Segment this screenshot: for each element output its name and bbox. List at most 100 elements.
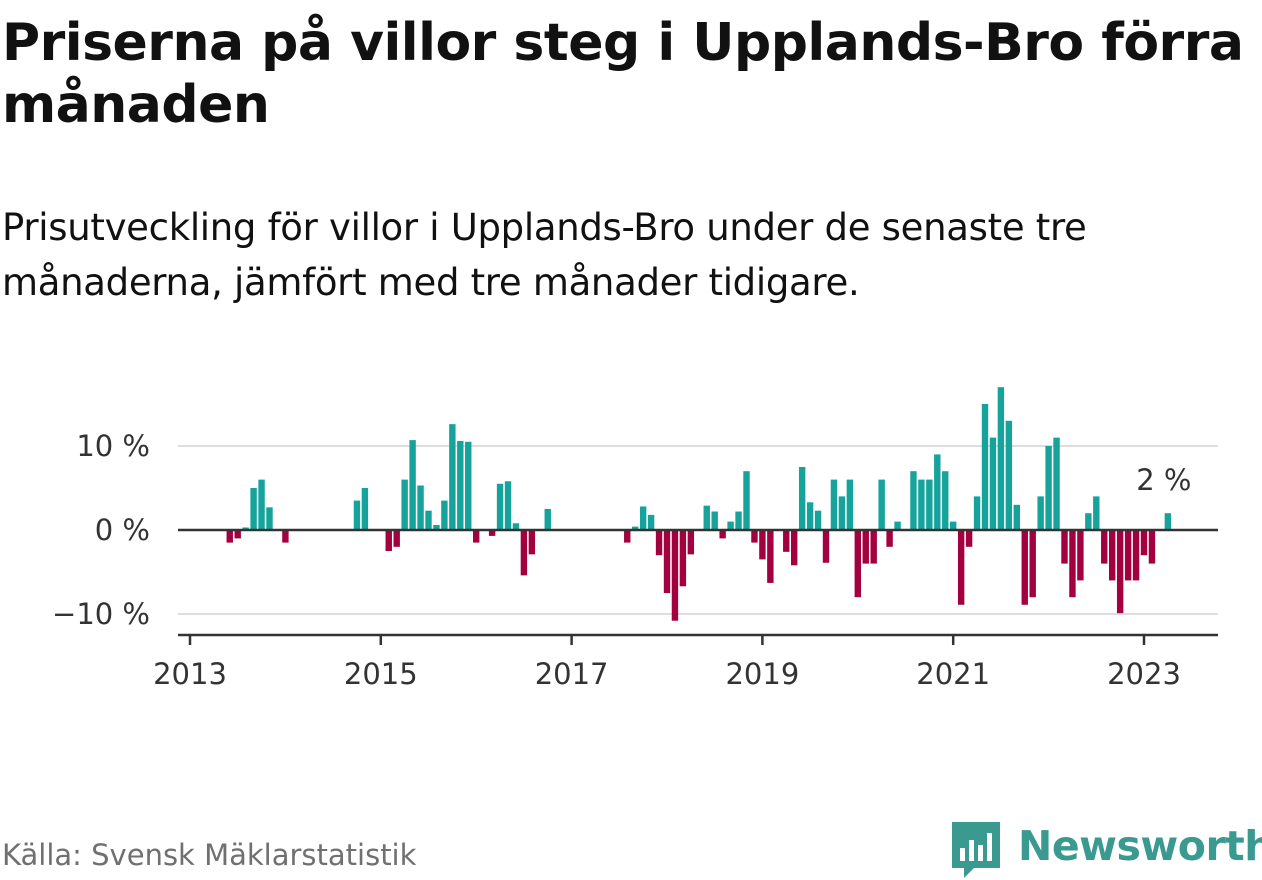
bar[interactable] [759, 530, 766, 560]
bar[interactable] [934, 454, 941, 530]
bar[interactable] [457, 440, 464, 530]
bar[interactable] [401, 479, 408, 530]
bar[interactable] [973, 496, 981, 530]
bar[interactable] [624, 530, 631, 543]
bar[interactable] [1085, 513, 1092, 530]
chart-title: Priserna på villor steg i Upplands-Bro f… [2, 13, 1244, 135]
bar[interactable] [1148, 530, 1156, 564]
bar[interactable] [1069, 530, 1076, 598]
bar[interactable] [449, 424, 456, 530]
bar[interactable] [266, 507, 273, 530]
bar[interactable] [417, 485, 424, 530]
bar[interactable] [854, 530, 861, 598]
bar[interactable] [465, 441, 472, 530]
bar[interactable] [814, 510, 822, 530]
bar[interactable] [830, 479, 838, 530]
bar[interactable] [1021, 530, 1028, 605]
bar[interactable] [965, 530, 973, 547]
bar[interactable] [997, 387, 1005, 530]
bar[interactable] [647, 514, 655, 530]
bar[interactable] [282, 530, 289, 543]
bar[interactable] [496, 483, 504, 530]
bar[interactable] [1109, 530, 1116, 581]
newsworthy-logo-icon [952, 822, 1000, 878]
bar[interactable] [679, 530, 687, 587]
bar[interactable] [957, 530, 965, 605]
x-tick-label: 2019 [725, 657, 799, 691]
bar[interactable] [250, 488, 257, 530]
bar[interactable] [1077, 530, 1084, 581]
bar[interactable] [894, 521, 901, 530]
bar[interactable] [520, 530, 528, 576]
bar[interactable] [1132, 530, 1140, 581]
bar[interactable] [512, 523, 520, 530]
bar[interactable] [846, 479, 854, 530]
bar[interactable] [639, 506, 647, 530]
bar[interactable] [1005, 420, 1013, 530]
bar[interactable] [751, 530, 758, 543]
bar[interactable] [544, 509, 551, 530]
bar[interactable] [361, 488, 369, 530]
bar[interactable] [663, 530, 671, 593]
bar[interactable] [910, 471, 917, 530]
bar[interactable] [942, 471, 949, 530]
bar[interactable] [1037, 496, 1044, 530]
bar[interactable] [385, 530, 392, 551]
bar[interactable] [655, 530, 663, 556]
bar[interactable] [822, 530, 830, 563]
newsworthy-brand[interactable]: Newsworthy [950, 818, 1262, 878]
bar[interactable] [1164, 513, 1172, 530]
bar[interactable] [242, 527, 249, 530]
bar[interactable] [1053, 437, 1060, 530]
bar[interactable] [886, 530, 893, 547]
bar[interactable] [918, 479, 925, 530]
bar[interactable] [1093, 496, 1100, 530]
bar[interactable] [1045, 446, 1052, 530]
bar[interactable] [727, 521, 734, 530]
bar[interactable] [1029, 530, 1036, 598]
bar[interactable] [473, 530, 480, 543]
bars [226, 387, 1172, 621]
bar[interactable] [703, 505, 710, 530]
bar[interactable] [989, 437, 997, 530]
bar[interactable] [1116, 530, 1124, 614]
bar[interactable] [393, 530, 400, 547]
bar[interactable] [783, 530, 790, 552]
bar[interactable] [632, 526, 639, 530]
bar[interactable] [687, 530, 695, 555]
bar[interactable] [878, 479, 885, 530]
bar[interactable] [950, 521, 957, 530]
bar[interactable] [735, 511, 742, 530]
bar[interactable] [767, 530, 774, 583]
bar[interactable] [806, 502, 814, 530]
bar[interactable] [862, 530, 869, 564]
bar[interactable] [234, 530, 241, 539]
bar[interactable] [353, 500, 361, 530]
bar[interactable] [504, 481, 512, 530]
bar[interactable] [226, 530, 233, 543]
bar[interactable] [711, 511, 718, 530]
bar[interactable] [743, 471, 750, 530]
bar[interactable] [441, 500, 448, 530]
bar[interactable] [791, 530, 798, 566]
bar[interactable] [488, 530, 496, 536]
bar[interactable] [926, 479, 933, 530]
bar[interactable] [838, 496, 846, 530]
bar[interactable] [719, 530, 726, 539]
bar[interactable] [798, 467, 806, 530]
bar[interactable] [671, 530, 679, 621]
bar[interactable] [1101, 530, 1108, 564]
bar[interactable] [425, 510, 432, 530]
bar[interactable] [981, 404, 989, 530]
bar[interactable] [870, 530, 877, 564]
bar[interactable] [1061, 530, 1068, 564]
bar[interactable] [409, 440, 416, 530]
bar[interactable] [1124, 530, 1132, 581]
source-note: Källa: Svensk Mäklarstatistik [2, 838, 417, 872]
bar[interactable] [1140, 530, 1148, 556]
bar[interactable] [528, 530, 536, 555]
bar[interactable] [1013, 504, 1020, 530]
bar[interactable] [433, 524, 440, 530]
bar[interactable] [258, 479, 265, 530]
x-tick-label: 2017 [535, 657, 609, 691]
